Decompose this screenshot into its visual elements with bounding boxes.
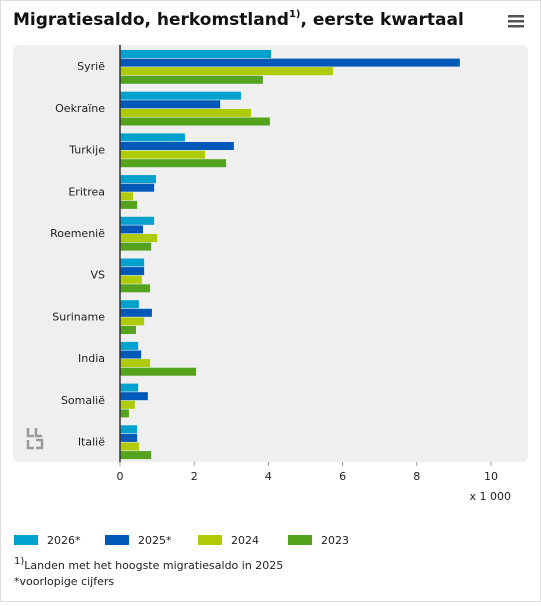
y-tick-label: Turkije [68, 144, 105, 157]
bar [120, 150, 205, 159]
menu-icon[interactable] [508, 15, 524, 28]
bar [120, 383, 139, 392]
x-tick-label: 10 [484, 470, 498, 483]
bar [120, 451, 152, 460]
bar [120, 442, 139, 451]
bar [120, 367, 197, 376]
legend-swatch [198, 535, 222, 545]
y-tick-label: Syrië [77, 60, 105, 73]
legend-swatch [288, 535, 312, 545]
bar [120, 326, 136, 334]
bar [120, 133, 185, 142]
bar [120, 67, 333, 76]
bar [120, 192, 133, 201]
y-tick-label: VS [90, 269, 105, 282]
bar [120, 75, 263, 84]
bar [120, 425, 138, 434]
bar [120, 234, 158, 242]
x-tick-label: 8 [413, 470, 420, 483]
bar [120, 175, 156, 184]
legend-swatch [105, 535, 129, 545]
bar [120, 275, 142, 284]
bar [120, 242, 152, 251]
y-tick-label: India [78, 352, 105, 365]
bar [120, 58, 460, 67]
bar [120, 216, 155, 225]
y-tick-label: Suriname [52, 310, 105, 323]
x-tick-label: 2 [191, 470, 198, 483]
footnote: *voorlopige cijfers [14, 575, 114, 588]
footnote: 1)Landen met het hoogste migratiesaldo i… [14, 556, 283, 572]
x-tick-label: 6 [339, 470, 346, 483]
legend-swatch [14, 535, 38, 545]
bar [120, 117, 270, 126]
bar [120, 159, 227, 168]
y-tick-label: Oekraïne [55, 102, 105, 115]
bar [120, 183, 155, 192]
y-tick-label: Roemenië [50, 227, 105, 240]
bar [120, 308, 152, 317]
bar [120, 400, 135, 409]
bar [120, 350, 142, 359]
legend-label: 2025* [138, 534, 172, 547]
bar [120, 317, 145, 326]
bar [120, 392, 148, 401]
bar [120, 142, 234, 150]
y-tick-label: Italië [78, 436, 105, 449]
bar [120, 50, 271, 58]
legend-label: 2026* [47, 534, 81, 547]
axis-unit: x 1 000 [470, 490, 512, 503]
legend-label: 2023 [321, 534, 349, 547]
bar [120, 91, 241, 100]
bar [120, 225, 144, 234]
legend-label: 2024 [231, 534, 259, 547]
bar [120, 433, 138, 442]
bar [120, 341, 139, 350]
chart-title: Migratiesaldo, herkomstland1), eerste kw… [13, 9, 464, 30]
bar [120, 359, 151, 368]
bar [120, 284, 151, 293]
bar [120, 409, 129, 418]
bar [120, 267, 145, 276]
y-tick-label: Eritrea [68, 185, 105, 198]
x-tick-label: 4 [265, 470, 272, 483]
x-tick-label: 0 [117, 470, 124, 483]
bar [120, 300, 139, 309]
bar [120, 258, 145, 267]
cbs-logo [26, 428, 44, 450]
y-tick-label: Somalië [61, 394, 105, 407]
bar [120, 108, 251, 117]
bar [120, 100, 221, 109]
bar [120, 200, 138, 209]
